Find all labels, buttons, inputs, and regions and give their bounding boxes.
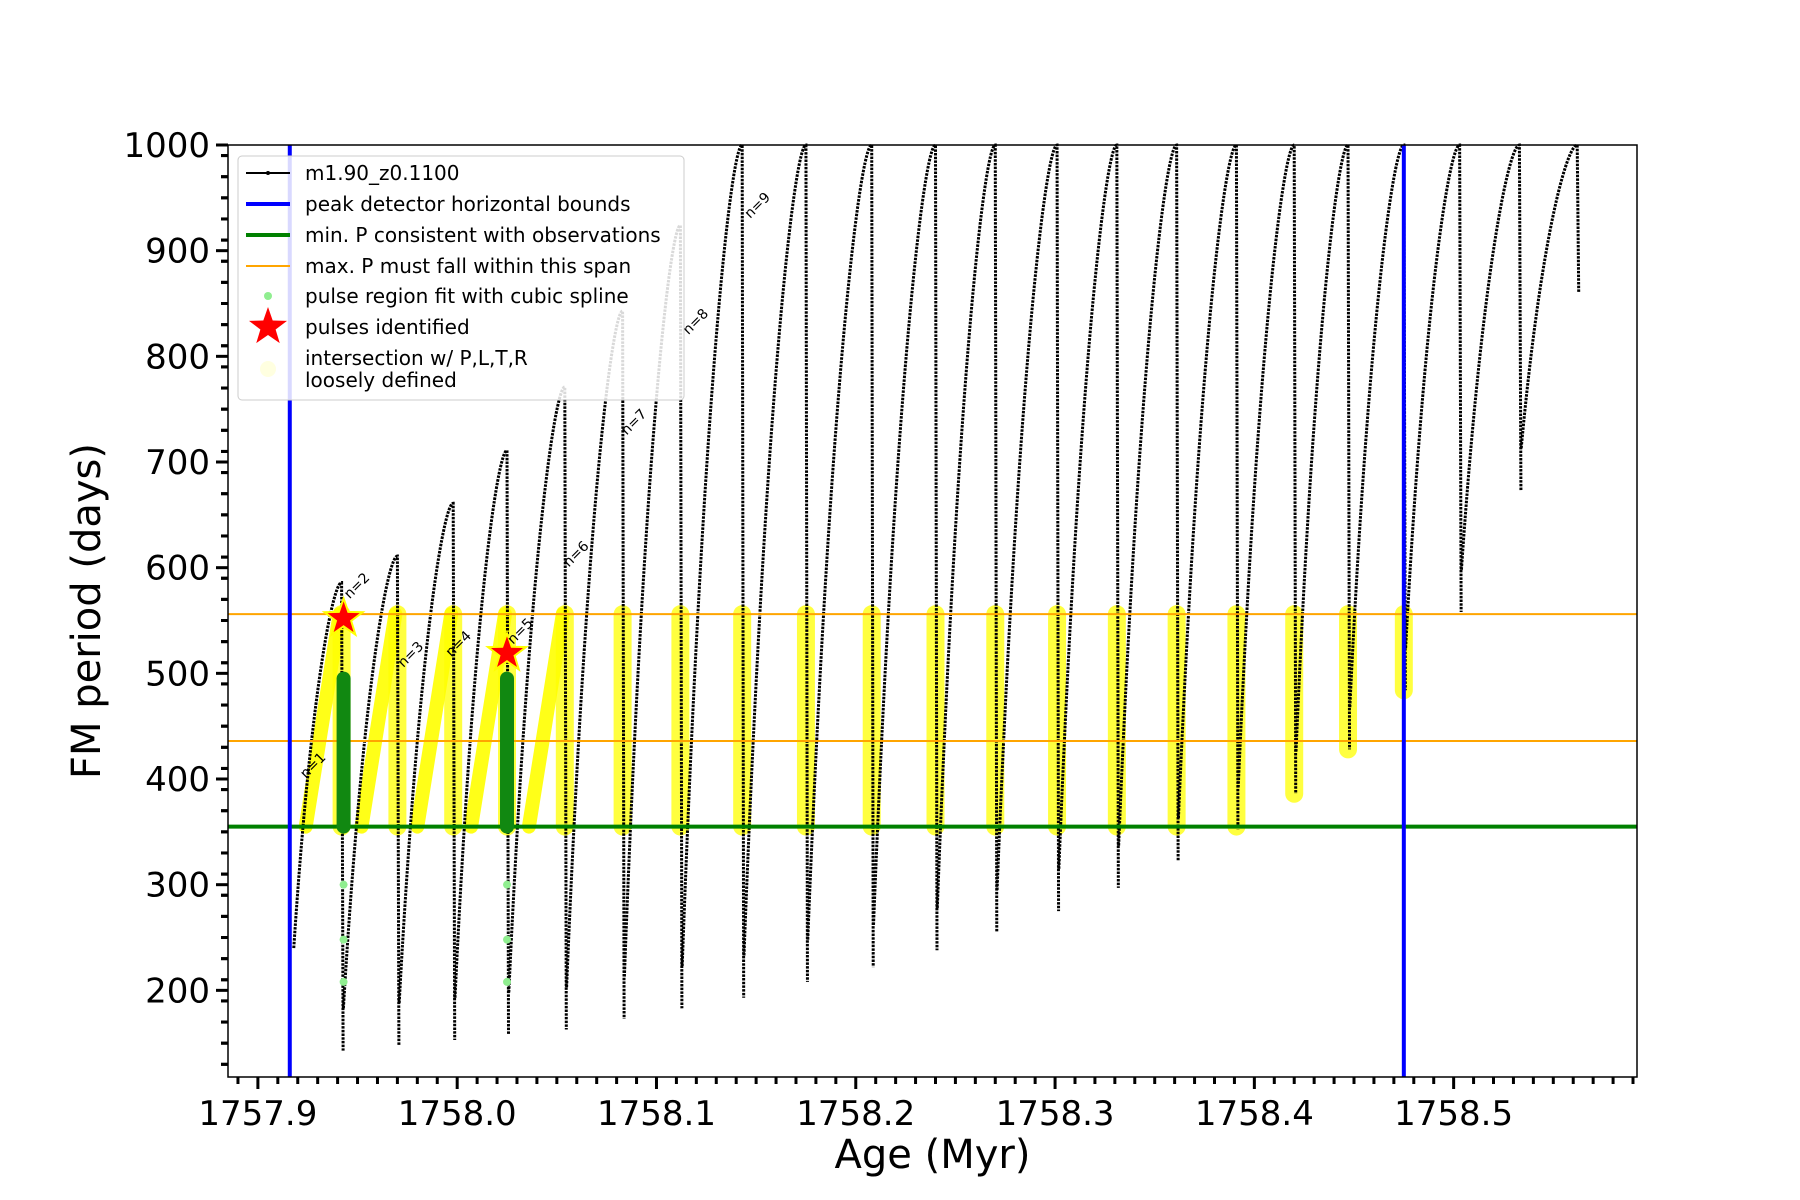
track-segment	[935, 143, 999, 933]
track-segment	[397, 501, 457, 1041]
track-segment	[995, 143, 1061, 912]
pulse-label: n=9	[742, 190, 774, 222]
track-segment	[806, 143, 875, 968]
y-tick-label: 700	[145, 443, 210, 483]
track-segment	[680, 143, 746, 998]
track-segment	[872, 143, 939, 951]
track-segment	[292, 580, 345, 1051]
y-tick-label: 900	[145, 232, 210, 272]
pulse-label: n=1	[297, 750, 329, 782]
x-tick-label: 1758.0	[398, 1094, 517, 1134]
spline-fit-point	[339, 880, 348, 889]
pulse-star	[321, 595, 366, 638]
legend-label: min. P consistent with observations	[305, 223, 661, 247]
legend-swatch-marker	[266, 171, 270, 175]
legend-label: pulses identified	[305, 315, 470, 339]
legend-label: loosely defined	[305, 368, 457, 392]
spline-fit-point	[339, 935, 348, 944]
x-tick-label: 1758.3	[996, 1094, 1115, 1134]
pulse-label: n=8	[680, 306, 712, 338]
track-segment	[1176, 143, 1240, 830]
legend-label: intersection w/ P,L,T,R	[305, 346, 528, 370]
y-tick-label: 800	[145, 337, 210, 377]
y-tick-label: 1000	[123, 126, 210, 166]
pulse-label: n=7	[618, 406, 650, 438]
track-segment	[1519, 143, 1581, 449]
spline-fit-regions	[336, 671, 515, 986]
track-segment	[1236, 143, 1298, 794]
legend-label: m1.90_z0.1100	[305, 161, 460, 185]
pulse-stars	[321, 595, 529, 672]
y-tick-label: 400	[145, 760, 210, 800]
legend-swatch-intersection	[260, 361, 276, 377]
spline-fit-point	[503, 880, 512, 889]
x-tick-label: 1758.2	[796, 1094, 915, 1134]
pulse-star	[485, 630, 529, 672]
x-tick-label: 1758.1	[597, 1094, 716, 1134]
legend-box	[237, 155, 685, 401]
y-tick-label: 300	[145, 866, 210, 906]
legend-swatch-pulses	[248, 307, 288, 344]
y-tick-label: 500	[145, 654, 210, 694]
track-segment	[341, 554, 401, 1046]
x-tick-label: 1757.9	[198, 1094, 317, 1134]
x-axis-label: Age (Myr)	[835, 1132, 1031, 1178]
track-segment	[1294, 143, 1352, 752]
plot-frame	[227, 144, 1638, 1078]
track-segment	[1459, 143, 1523, 570]
legend-label: pulse region fit with cubic spline	[305, 284, 629, 308]
axes: 1757.9 1758.0 1758.1 1758.2 1758.3 1758.4 1758…	[123, 126, 1635, 1134]
legend-label: max. P must fall within this span	[305, 254, 631, 278]
spline-fit-point	[503, 977, 512, 986]
spline-fit-point	[503, 935, 512, 944]
legend-swatch-spline	[264, 292, 272, 300]
pulse-label: n=2	[341, 570, 373, 602]
track-segment	[1348, 143, 1407, 708]
track-segment	[1117, 143, 1180, 861]
y-tick-label: 600	[145, 549, 210, 589]
x-tick-label: 1758.5	[1394, 1094, 1513, 1134]
spline-fit-point	[339, 977, 348, 986]
track-segment	[742, 143, 809, 982]
track-segment	[1404, 143, 1463, 649]
y-tick-label: 200	[145, 971, 210, 1011]
y-axis-label: FM period (days)	[64, 443, 110, 779]
track-segment	[453, 448, 511, 1035]
legend-label: peak detector horizontal bounds	[305, 192, 631, 216]
x-tick-label: 1758.4	[1195, 1094, 1314, 1134]
